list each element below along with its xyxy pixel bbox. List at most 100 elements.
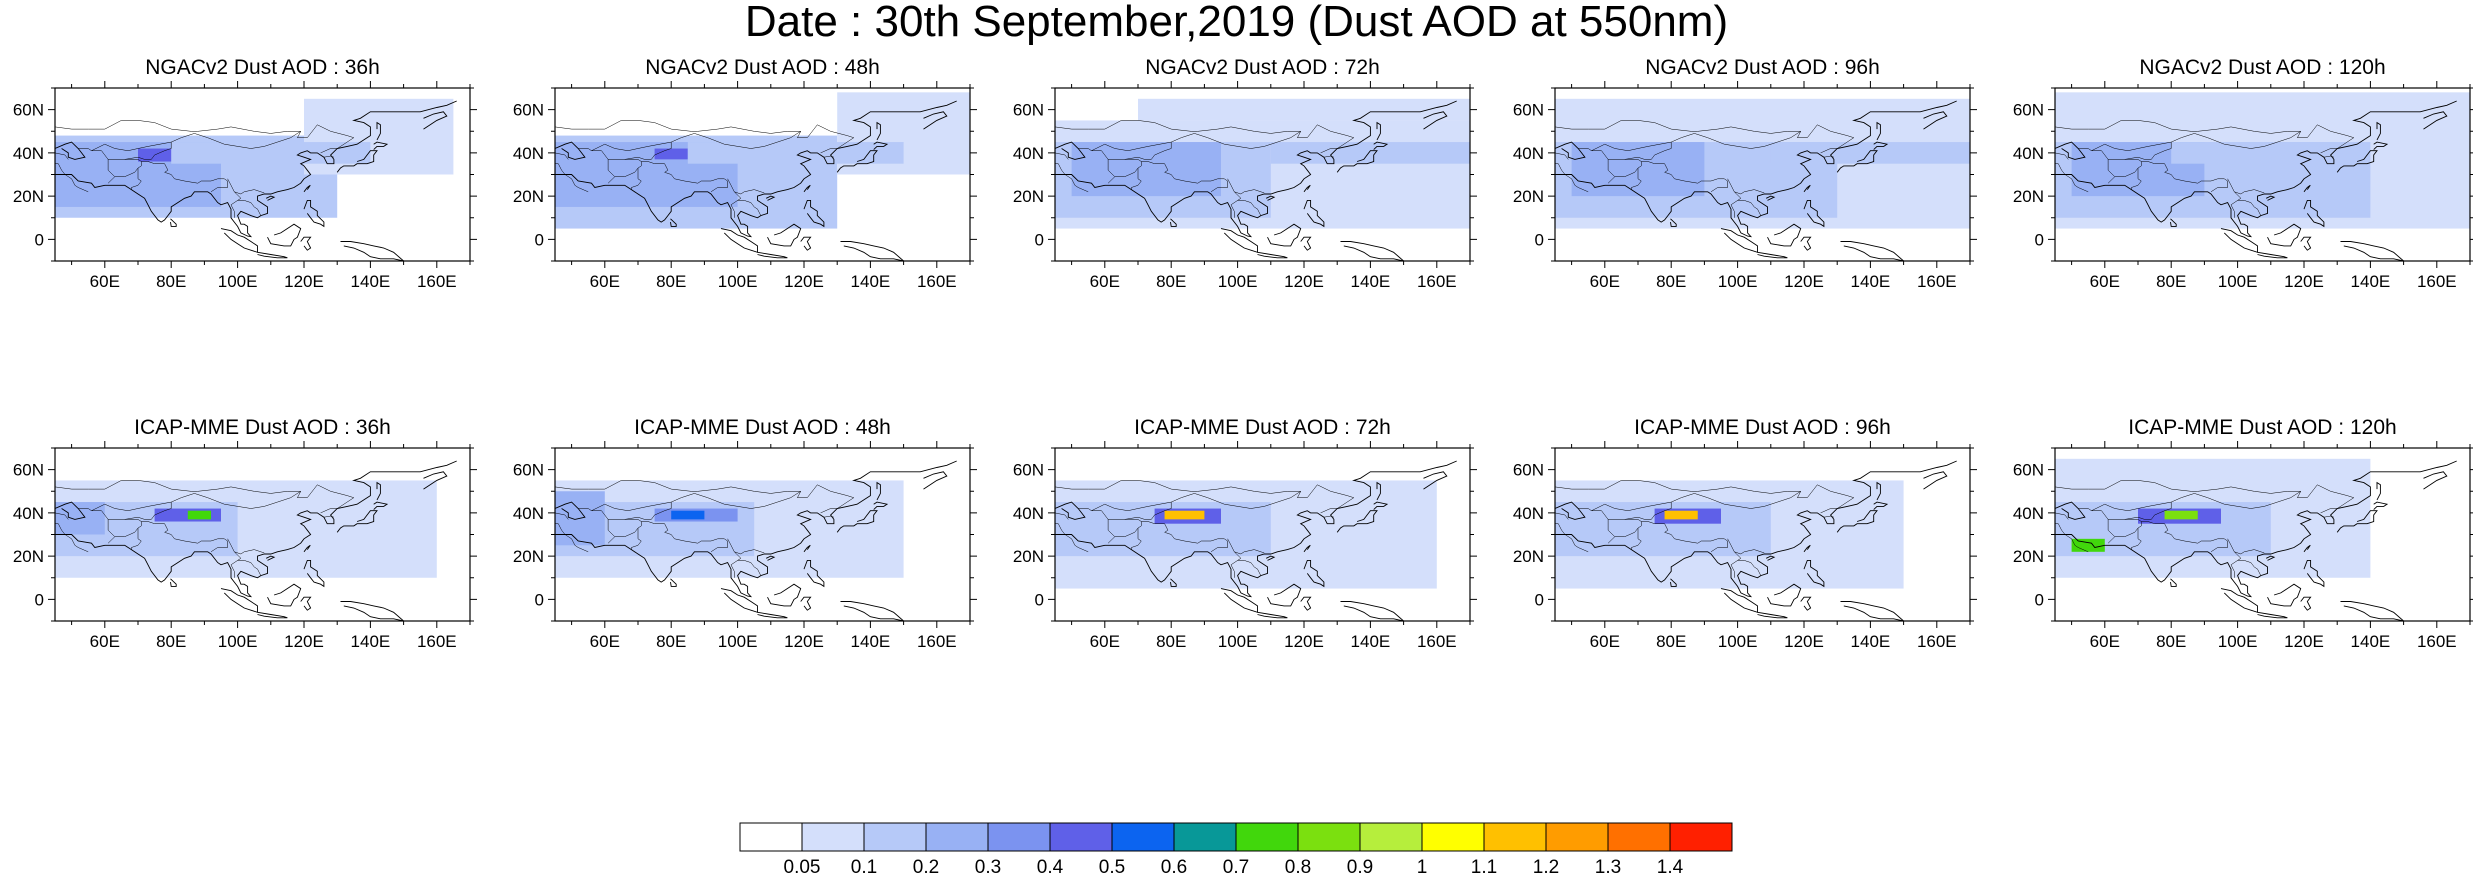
y-tick-label: 60N — [2013, 101, 2044, 120]
coastline — [267, 583, 302, 607]
colorbar-label: 0.5 — [1099, 857, 1125, 874]
coastline — [303, 199, 325, 228]
coastline — [2300, 236, 2312, 251]
coastline — [1873, 501, 1889, 510]
country-border — [2320, 148, 2338, 154]
colorbar-swatch — [1173, 822, 1237, 852]
panel-title: NGACv2 Dust AOD : 48h — [645, 56, 880, 79]
country-border — [1591, 141, 1672, 151]
coastline — [836, 150, 878, 173]
coastline — [2336, 510, 2378, 533]
coastline — [1340, 601, 1404, 621]
coastline — [220, 588, 258, 613]
country-border — [1641, 161, 1728, 193]
dust-aod-cell — [654, 148, 688, 160]
country-border — [1131, 168, 1142, 190]
colorbar-swatch — [1545, 822, 1609, 852]
coastline — [266, 195, 276, 201]
country-border — [1091, 141, 1172, 151]
coastline — [2267, 583, 2302, 607]
x-tick-label: 60E — [1590, 272, 1620, 291]
country-border — [55, 512, 69, 520]
coastline — [1766, 195, 1776, 201]
country-border — [1727, 178, 1765, 195]
coastline — [1303, 199, 1325, 228]
dust-aod-cell — [1664, 510, 1698, 520]
coastline — [757, 251, 788, 259]
colorbar-label: 0.6 — [1161, 857, 1187, 874]
country-border — [141, 161, 228, 193]
colorbar: 0.05 0.1 0.2 0.3 0.4 0.5 0.6 0.7 0.8 0.9 1 1.1 1.2 1.… — [739, 822, 1734, 874]
coastline — [1336, 510, 1378, 533]
coastline — [300, 596, 312, 611]
y-tick-label: 60N — [2013, 461, 2044, 480]
coastline — [376, 481, 381, 501]
country-border — [2114, 519, 2142, 537]
country-border — [2234, 551, 2262, 576]
coastline — [1373, 501, 1389, 510]
coastline — [2373, 141, 2389, 150]
coastline — [840, 601, 904, 621]
country-border — [2091, 501, 2172, 511]
dust-aod-cell — [2164, 510, 2198, 520]
coastline — [803, 544, 811, 553]
country-border — [1734, 191, 1762, 216]
map-svg: 60E 80E 100E 120E 140E 160E 60N 40N 20N 0 — [513, 81, 977, 291]
coastline — [1267, 583, 1302, 607]
country-border — [1320, 148, 1338, 154]
y-tick-label: 40N — [513, 504, 544, 523]
country-border — [1131, 528, 1142, 550]
coastline — [766, 195, 776, 201]
x-tick-label: 80E — [2156, 632, 2186, 651]
x-tick-label: 100E — [218, 272, 258, 291]
country-border — [2107, 519, 2116, 544]
y-tick-label: 0 — [35, 230, 44, 249]
country-border — [2323, 155, 2334, 158]
country-border — [2107, 159, 2116, 184]
country-border — [1055, 480, 1301, 494]
map-panel: ICAP-MME Dust AOD : 48h 60E 80E 100E 120E 140… — [500, 417, 1000, 771]
coastline — [923, 471, 948, 490]
country-border — [320, 508, 338, 514]
x-tick-label: 60E — [2090, 632, 2120, 651]
country-border — [1734, 551, 1762, 576]
country-border — [614, 159, 642, 177]
map-svg: 60E 80E 100E 120E 140E 160E 60N 40N 20N 0 — [13, 441, 477, 651]
y-tick-label: 0 — [1535, 590, 1544, 609]
y-tick-label: 60N — [1013, 461, 1044, 480]
x-tick-label: 120E — [784, 272, 824, 291]
colorbar-label: 0.9 — [1347, 857, 1373, 874]
colorbar-label: 0.7 — [1223, 857, 1249, 874]
y-tick-label: 0 — [1035, 590, 1044, 609]
x-tick-label: 100E — [718, 632, 758, 651]
country-border — [2064, 174, 2089, 193]
country-border — [1114, 159, 1142, 177]
country-border — [1607, 519, 1616, 544]
country-border — [114, 159, 142, 177]
country-border — [727, 178, 765, 195]
coastline — [2055, 141, 2086, 160]
colorbar-swatch — [863, 822, 927, 852]
coastline — [767, 583, 802, 607]
country-border — [1234, 551, 1262, 576]
coastline — [555, 141, 586, 160]
coastline — [800, 596, 812, 611]
country-border — [2141, 161, 2228, 193]
coastline — [1055, 460, 1457, 598]
x-tick-label: 60E — [590, 272, 620, 291]
country-border — [320, 148, 338, 154]
x-tick-label: 100E — [718, 272, 758, 291]
country-border — [2234, 191, 2262, 216]
coastline — [1555, 141, 1586, 160]
country-border — [607, 159, 616, 184]
country-border — [1055, 523, 1066, 535]
coastline — [1300, 596, 1312, 611]
coastline — [303, 559, 325, 588]
country-border — [1107, 519, 1116, 544]
map-svg: 60E 80E 100E 120E 140E 160E 60N 40N 20N 0 — [2013, 81, 2473, 291]
dust-aod-cell — [687, 142, 904, 164]
country-border — [1555, 480, 1801, 494]
country-border — [1555, 512, 1569, 520]
country-border — [631, 528, 642, 550]
